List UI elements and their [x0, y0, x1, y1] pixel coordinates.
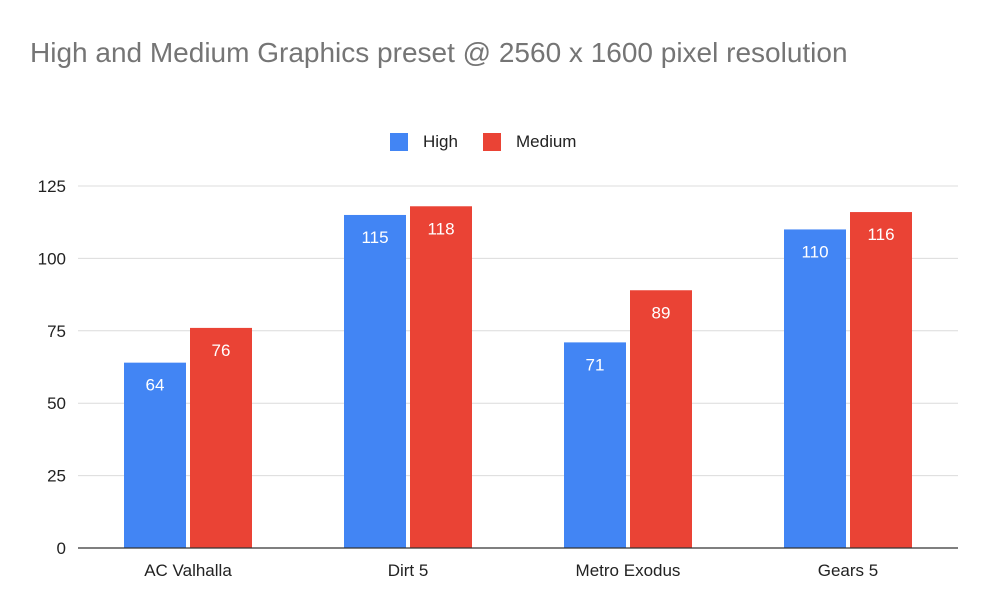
data-label: 110 [801, 242, 828, 261]
y-tick-label: 75 [47, 322, 66, 341]
data-label: 118 [427, 219, 454, 238]
bar-high-dirt-5 [344, 214, 406, 548]
x-axis: AC Valhalla Dirt 5 Metro Exodus Gears 5 [78, 547, 958, 580]
x-tick-label: Gears 5 [818, 561, 878, 580]
legend-label: High [423, 132, 458, 151]
legend-swatch-medium [483, 133, 501, 151]
y-tick-label: 0 [57, 539, 66, 558]
data-label: 116 [867, 225, 894, 244]
data-label: 115 [361, 228, 388, 247]
bar-high-gears-5 [784, 229, 846, 548]
y-tick-label: 25 [47, 467, 66, 486]
x-tick-label: Dirt 5 [388, 561, 429, 580]
y-tick-label: 125 [38, 177, 66, 196]
y-tick-label: 50 [47, 394, 66, 413]
data-label: 71 [586, 355, 605, 374]
bars: 64 76 115 118 71 89 110 116 [124, 206, 912, 548]
x-tick-label: AC Valhalla [144, 561, 232, 580]
x-tick-label: Metro Exodus [576, 561, 681, 580]
legend-label: Medium [516, 132, 576, 151]
chart-title: High and Medium Graphics preset @ 2560 x… [30, 37, 848, 68]
bar-medium-dirt-5 [410, 206, 472, 548]
bar-medium-ac-valhalla [190, 327, 252, 548]
bar-medium-metro-exodus [630, 290, 692, 548]
data-label: 76 [212, 341, 231, 360]
y-axis: 0 25 50 75 100 125 [38, 177, 66, 558]
y-tick-label: 100 [38, 249, 66, 268]
legend-swatch-high [390, 133, 408, 151]
bar-high-metro-exodus [564, 342, 626, 548]
data-label: 64 [146, 376, 165, 395]
legend: High Medium [390, 132, 576, 151]
data-label: 89 [652, 303, 671, 322]
bar-high-ac-valhalla [124, 362, 186, 548]
bar-medium-gears-5 [850, 212, 912, 548]
